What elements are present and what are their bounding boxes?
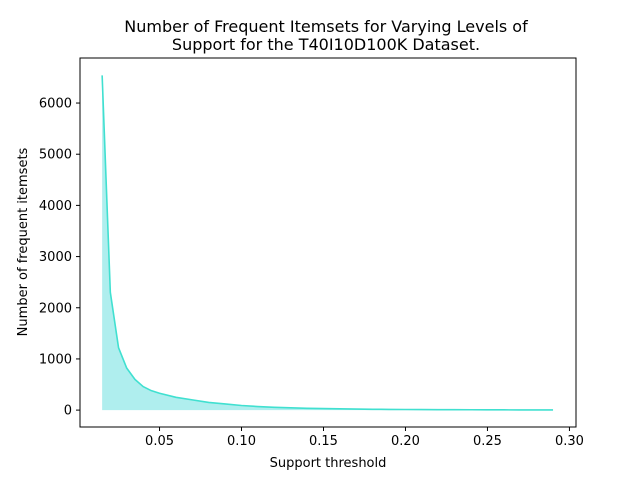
chart-title-line-1: Number of Frequent Itemsets for Varying … xyxy=(124,17,528,36)
y-tick-label: 6000 xyxy=(39,97,72,112)
x-tick-label: 0.15 xyxy=(309,434,338,449)
y-axis-label: Number of frequent itemsets xyxy=(16,147,31,336)
x-tick-label: 0.10 xyxy=(227,434,256,449)
x-axis-label: Support threshold xyxy=(270,456,387,471)
y-tick-label: 5000 xyxy=(39,148,72,163)
x-axis: 0.05 0.10 0.15 0.20 0.25 0.30 xyxy=(145,427,584,449)
y-tick-label: 3000 xyxy=(39,250,72,265)
chart-title: Number of Frequent Itemsets for Varying … xyxy=(124,17,528,54)
y-axis: 0 1000 2000 3000 4000 5000 6000 xyxy=(39,97,80,419)
x-tick-label: 0.30 xyxy=(555,434,584,449)
series-line xyxy=(101,75,554,411)
y-tick-label: 2000 xyxy=(39,301,72,316)
plot-frame xyxy=(79,57,577,428)
x-tick-label: 0.05 xyxy=(145,434,174,449)
x-tick-label: 0.20 xyxy=(391,434,420,449)
plot-area xyxy=(101,75,554,411)
y-tick-label: 1000 xyxy=(39,352,72,367)
y-tick-label: 4000 xyxy=(39,199,72,214)
x-tick-label: 0.25 xyxy=(473,434,502,449)
series-area-fill xyxy=(102,75,554,411)
chart-title-line-2: Support for the T40I10D100K Dataset. xyxy=(172,35,480,54)
y-tick-label: 0 xyxy=(64,404,72,419)
